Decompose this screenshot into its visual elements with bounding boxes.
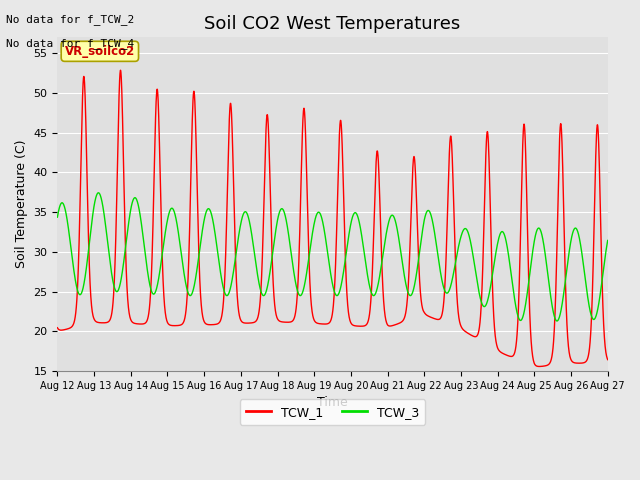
TCW_1: [54, 325, 61, 331]
TCW_3: [54, 214, 61, 220]
Legend: TCW_1, TCW_3: TCW_1, TCW_3: [239, 399, 426, 425]
TCW_3: [265, 278, 273, 284]
Text: No data for f_TCW_2: No data for f_TCW_2: [6, 14, 134, 25]
TCW_3: [149, 291, 157, 297]
TCW_1: [149, 221, 157, 227]
TCW_1: [534, 363, 541, 369]
TCW_1: [116, 69, 124, 75]
Line: TCW_1: TCW_1: [58, 70, 608, 366]
TCW_3: [593, 309, 601, 314]
TCW_3: [116, 280, 124, 286]
TCW_1: [593, 122, 601, 128]
Text: VR_soilco2: VR_soilco2: [65, 45, 135, 58]
Y-axis label: Soil Temperature (C): Soil Temperature (C): [15, 140, 28, 268]
TCW_3: [534, 226, 541, 231]
TCW_1: [265, 131, 273, 136]
Title: Soil CO2 West Temperatures: Soil CO2 West Temperatures: [204, 15, 461, 33]
TCW_1: [604, 357, 612, 362]
Line: TCW_3: TCW_3: [58, 193, 608, 321]
TCW_1: [289, 318, 296, 324]
Text: No data for f_TCW_4: No data for f_TCW_4: [6, 38, 134, 49]
TCW_3: [553, 318, 561, 324]
TCW_3: [604, 238, 612, 243]
TCW_1: [116, 67, 124, 73]
TCW_3: [289, 260, 296, 265]
X-axis label: Time: Time: [317, 396, 348, 409]
TCW_3: [95, 190, 102, 196]
TCW_1: [536, 363, 543, 369]
